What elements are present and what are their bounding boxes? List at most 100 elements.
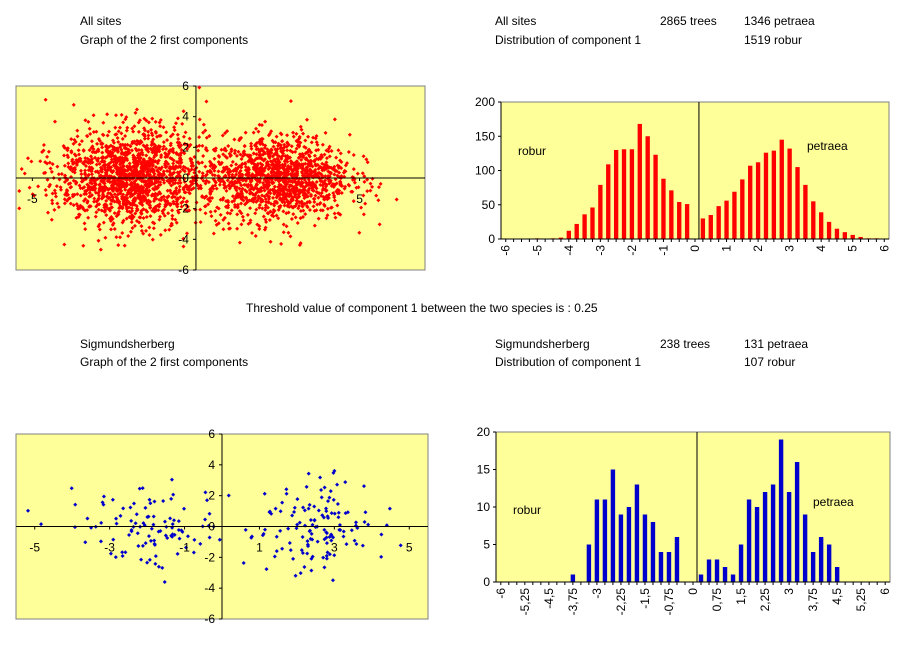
y-tick-label: -4: [204, 581, 215, 595]
data-point: [136, 120, 141, 125]
data-point: [287, 188, 292, 193]
data-point: [62, 179, 67, 184]
histogram-bar: [826, 544, 832, 582]
data-point: [119, 112, 124, 117]
histogram-bar: [802, 514, 808, 582]
top-robur-count: 1519 robur: [744, 33, 803, 47]
data-point: [142, 116, 147, 121]
data-point: [83, 168, 88, 173]
data-point: [261, 531, 266, 536]
data-point: [90, 150, 95, 155]
data-point: [127, 205, 132, 210]
data-point: [173, 164, 178, 169]
data-point: [137, 187, 142, 192]
histogram-bar: [666, 552, 672, 582]
data-point: [329, 205, 334, 210]
data-point: [222, 146, 227, 151]
data-point: [134, 206, 139, 211]
data-point: [160, 565, 165, 570]
data-point: [58, 187, 63, 192]
data-point: [254, 199, 259, 204]
data-point: [43, 97, 48, 102]
bottom-right-subtitle: Distribution of component 1: [495, 355, 642, 369]
data-point: [121, 506, 126, 511]
data-point: [243, 130, 248, 135]
data-point: [110, 170, 115, 175]
histogram-bar: [582, 214, 587, 239]
data-point: [234, 188, 239, 193]
x-tick-label: 5: [406, 541, 413, 555]
data-point: [217, 162, 222, 167]
data-point: [239, 156, 244, 161]
data-point: [157, 217, 162, 222]
data-point: [279, 156, 284, 161]
data-point: [229, 147, 234, 152]
histogram-bar: [626, 507, 632, 582]
data-point: [121, 180, 126, 185]
data-point: [219, 147, 224, 152]
data-point: [100, 189, 105, 194]
data-point: [302, 192, 307, 197]
data-point: [244, 195, 249, 200]
data-point: [83, 197, 88, 202]
data-point: [158, 133, 163, 138]
data-point: [144, 153, 149, 158]
data-point: [275, 188, 280, 193]
data-point: [290, 513, 295, 518]
data-point: [170, 213, 175, 218]
data-point: [216, 169, 221, 174]
data-point: [52, 188, 57, 193]
data-point: [266, 167, 271, 172]
data-point: [148, 183, 153, 188]
data-point: [94, 162, 99, 167]
data-point: [266, 199, 271, 204]
data-point: [351, 199, 356, 204]
data-point: [276, 143, 281, 148]
data-point: [87, 190, 92, 195]
data-point: [148, 501, 153, 506]
data-point: [131, 129, 136, 134]
x-tick-label: 3: [783, 245, 797, 252]
data-point: [316, 508, 321, 513]
data-point: [86, 172, 91, 177]
data-point: [270, 154, 275, 159]
data-point: [202, 195, 207, 200]
data-point: [163, 533, 168, 538]
data-point: [181, 109, 186, 114]
data-point: [133, 110, 138, 115]
data-point: [226, 221, 231, 226]
data-point: [170, 208, 175, 213]
data-point: [197, 161, 202, 166]
data-point: [309, 568, 314, 573]
data-point: [304, 180, 309, 185]
data-point: [105, 186, 110, 191]
data-point: [280, 500, 285, 505]
data-point: [264, 567, 269, 572]
data-point: [125, 125, 130, 130]
data-point: [243, 527, 248, 532]
data-point: [134, 182, 139, 187]
data-point: [132, 155, 137, 160]
data-point: [68, 181, 73, 186]
histogram-bar: [738, 544, 744, 582]
data-point: [169, 533, 174, 538]
data-point: [253, 211, 258, 216]
data-point: [308, 192, 313, 197]
histogram-bar: [645, 136, 650, 239]
data-point: [178, 155, 183, 160]
data-point: [179, 204, 184, 209]
data-point: [108, 551, 113, 556]
data-point: [237, 193, 242, 198]
data-point: [208, 198, 213, 203]
x-tick-label: 1: [256, 541, 263, 555]
data-point: [339, 190, 344, 195]
data-point: [69, 486, 74, 491]
data-point: [274, 152, 279, 157]
data-point: [322, 197, 327, 202]
data-point: [294, 146, 299, 151]
data-point: [151, 186, 156, 191]
data-point: [260, 197, 265, 202]
data-point: [113, 555, 118, 560]
data-point: [274, 213, 279, 218]
data-point: [321, 165, 326, 170]
